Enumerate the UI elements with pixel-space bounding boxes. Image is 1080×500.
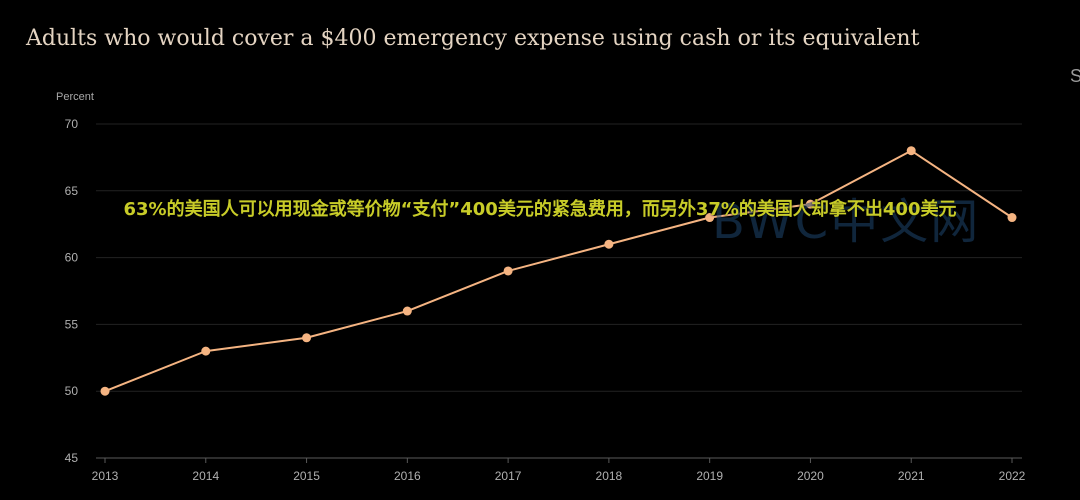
edge-text: S: [1070, 66, 1080, 86]
data-point: [503, 266, 513, 276]
y-axis-unit-label: Percent: [56, 91, 94, 103]
y-tick-label: 50: [65, 384, 79, 398]
x-tick-label: 2016: [394, 469, 421, 483]
x-tick-label: 2015: [293, 469, 320, 483]
y-tick-label: 60: [65, 251, 79, 265]
y-tick-label: 70: [65, 117, 79, 131]
data-point: [705, 213, 715, 223]
x-tick-label: 2020: [797, 469, 824, 483]
x-tick-label: 2014: [192, 469, 219, 483]
y-tick-label: 45: [65, 451, 79, 465]
x-tick-label: 2022: [999, 469, 1026, 483]
data-point: [302, 333, 312, 343]
y-axis: 45 50 55 60 65 70: [65, 117, 79, 465]
chart-title: Adults who would cover a $400 emergency …: [26, 26, 920, 51]
x-tick-label: 2019: [696, 469, 723, 483]
gridlines: [96, 123, 1022, 392]
y-tick-label: 55: [65, 317, 79, 331]
x-tick-label: 2013: [92, 469, 119, 483]
data-point: [201, 346, 211, 356]
data-point: [805, 199, 815, 209]
x-tick-label: 2017: [495, 469, 522, 483]
data-point: [604, 239, 614, 249]
data-point: [1007, 213, 1017, 223]
series-layer: [100, 146, 1017, 396]
x-tick-label: 2018: [596, 469, 623, 483]
series-line: [104, 149, 1013, 393]
data-point: [402, 306, 412, 316]
watermark-text: BWC中文网: [712, 194, 981, 250]
data-point: [906, 146, 916, 156]
y-tick-label: 65: [65, 184, 79, 198]
caption-overlay: 63%的美国人可以用现金或等价物“支付”400美元的紧急费用，而另外37%的美国…: [123, 199, 957, 220]
x-tick-label: 2021: [898, 469, 925, 483]
data-point: [100, 386, 110, 396]
x-axis: 2013 2014 2015 2016 2017 2018 2019 2020 2021 2022: [92, 457, 1026, 483]
